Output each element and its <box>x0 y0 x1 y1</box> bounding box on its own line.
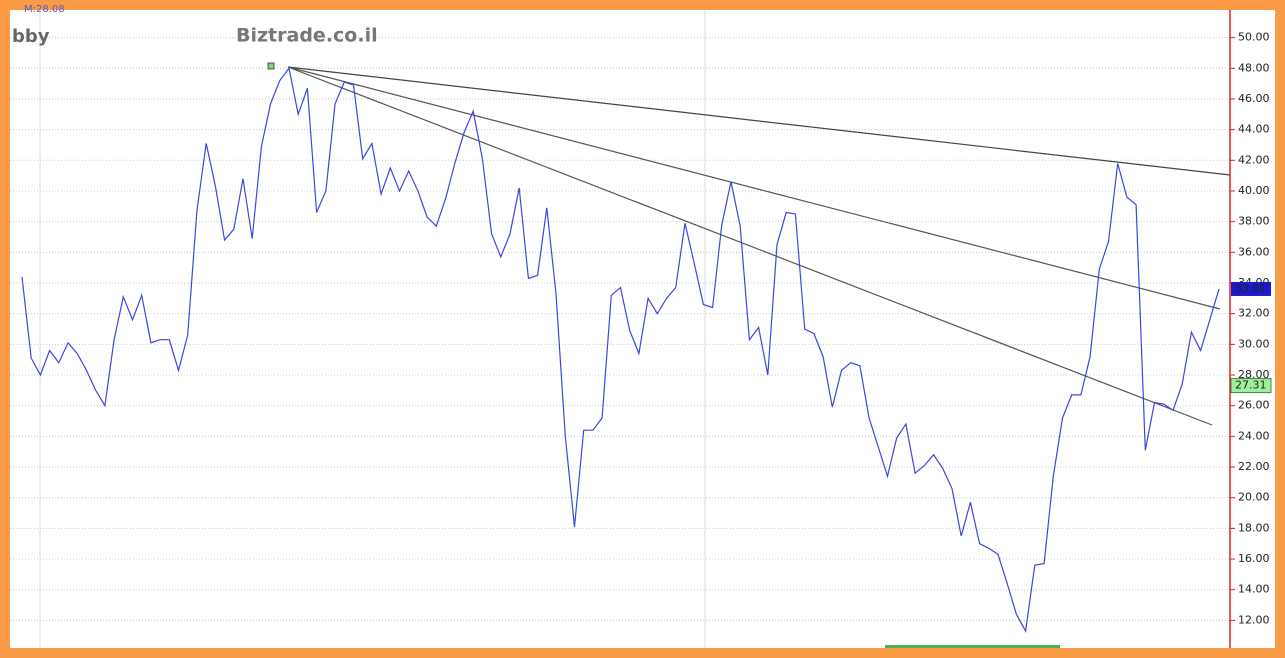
y-tick-label: 32.00 <box>1238 307 1270 320</box>
trend-line <box>287 66 1213 426</box>
header-label: M:28.08 <box>24 4 65 15</box>
y-tick-label: 46.00 <box>1238 92 1270 105</box>
trend-line <box>287 66 1231 176</box>
y-tick-label: 14.00 <box>1238 583 1270 596</box>
trend-lines <box>267 62 1231 426</box>
price-line <box>21 66 1220 633</box>
y-tick-label: 20.00 <box>1238 491 1270 504</box>
anchor-handle <box>267 62 275 70</box>
y-tick-label: 50.00 <box>1238 31 1270 44</box>
y-tick-label: 28.00 <box>1238 368 1270 381</box>
price-tag <box>1230 378 1272 394</box>
bottom-band <box>885 645 1060 648</box>
symbol: bby <box>12 26 50 47</box>
y-tick-label: 12.00 <box>1238 613 1270 626</box>
y-tick-label: 16.00 <box>1238 552 1270 565</box>
y-tick-label: 22.00 <box>1238 460 1270 473</box>
grid: 12.00 14.00 16.00 18.00 20.00 22.00 24.00 26.00… <box>10 31 1270 626</box>
y-tick-label: 42.00 <box>1238 153 1270 166</box>
price-tag <box>1231 281 1271 296</box>
y-tick-label: 24.00 <box>1238 429 1270 442</box>
y-tick-label: 48.00 <box>1238 61 1270 74</box>
price-tag-label: 33.61 <box>1235 282 1267 295</box>
trend-line <box>287 66 1221 310</box>
y-tick-label: 36.00 <box>1238 245 1270 258</box>
y-tick-label: 30.00 <box>1238 337 1270 350</box>
y-tick-label: 44.00 <box>1238 123 1270 136</box>
y-tick-label: 40.00 <box>1238 184 1270 197</box>
y-tick-label: 18.00 <box>1238 521 1270 534</box>
y-tick-label: 26.00 <box>1238 399 1270 412</box>
plot: 33.61 27.31 <box>21 66 1272 633</box>
watermark: Biztrade.co.il <box>236 25 378 47</box>
price-tag-label: 27.31 <box>1235 379 1267 392</box>
y-tick-label: 38.00 <box>1238 215 1270 228</box>
